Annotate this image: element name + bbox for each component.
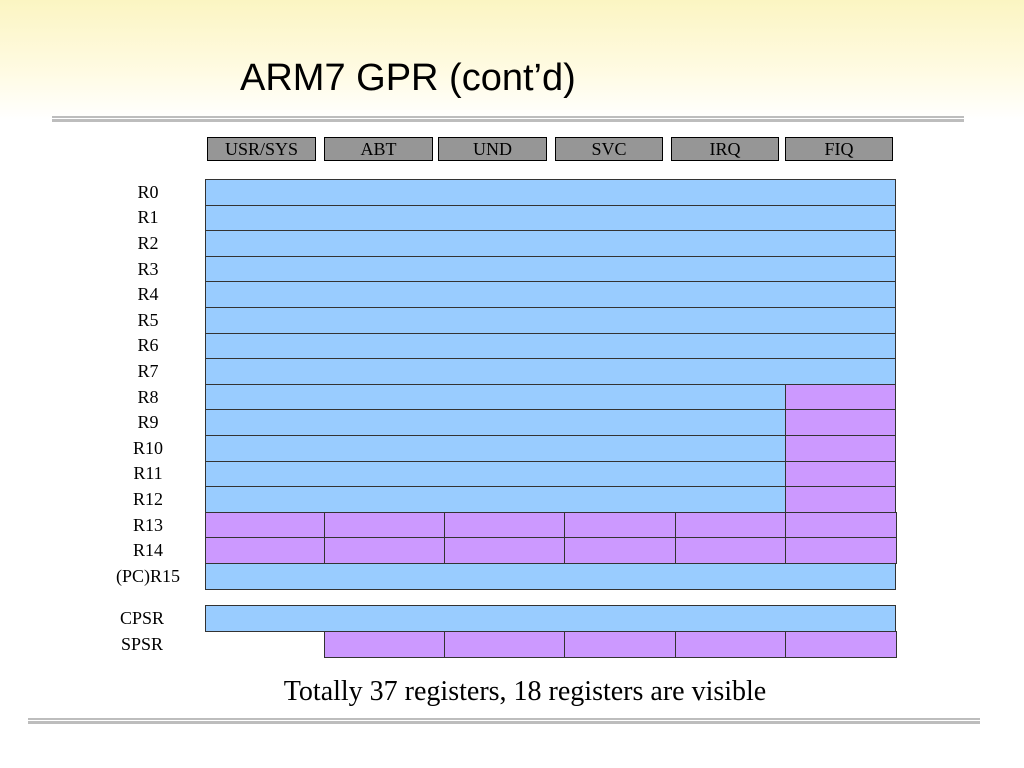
register-label: R7	[137, 361, 159, 381]
register-cell-shared	[205, 230, 896, 257]
register-cell-banked	[564, 537, 676, 564]
register-cell-banked	[444, 511, 565, 539]
register-cell-shared	[205, 307, 896, 334]
register-cell-shared	[205, 255, 896, 283]
mode-header-usr-sys: USR/SYS	[207, 137, 316, 161]
register-label: R6	[137, 335, 159, 356]
register-cell-shared	[205, 460, 786, 488]
register-cell-shared	[205, 179, 896, 206]
register-cell-banked-fiq	[785, 383, 896, 411]
register-label: R1	[137, 207, 159, 228]
register-label: R12	[132, 489, 163, 509]
mode-header-svc: SVC	[555, 137, 663, 161]
header-band	[0, 0, 1024, 120]
register-label: R5	[137, 309, 159, 330]
mode-header-irq: IRQ	[671, 137, 779, 161]
register-label: R4	[137, 284, 159, 305]
register-label: R11	[133, 463, 163, 484]
register-cell-shared	[205, 358, 896, 385]
register-cell-shared	[205, 204, 896, 232]
mode-header-und: UND	[438, 137, 547, 161]
register-cell-banked	[675, 537, 786, 564]
register-label: R13	[132, 514, 163, 535]
register-cell-banked	[324, 537, 445, 564]
mode-header-abt: ABT	[324, 137, 433, 161]
spsr-cell	[444, 631, 565, 658]
register-cell-banked-fiq	[785, 486, 896, 513]
cpsr-cell	[205, 605, 896, 632]
bottom-divider	[28, 718, 980, 724]
register-cell-banked-fiq	[785, 409, 896, 436]
register-cell-banked	[564, 511, 676, 539]
mode-header-fiq: FIQ	[785, 137, 893, 161]
caption: Totally 37 registers, 18 registers are v…	[283, 676, 767, 707]
top-divider	[52, 116, 964, 122]
register-cell-banked	[785, 537, 897, 564]
register-cell-banked	[675, 511, 786, 539]
register-cell-banked	[444, 537, 565, 564]
register-cell-banked	[205, 511, 325, 539]
spsr-cell	[675, 631, 786, 658]
register-label: R3	[137, 258, 159, 279]
register-cell-shared	[205, 563, 896, 590]
register-label: R2	[137, 233, 159, 253]
register-cell-banked-fiq	[785, 460, 896, 488]
register-label: R9	[137, 412, 159, 433]
register-cell-banked-fiq	[785, 435, 896, 462]
status-register-label: SPSR	[120, 634, 164, 654]
register-cell-shared	[205, 486, 786, 513]
register-label: R8	[137, 386, 159, 407]
register-cell-banked	[785, 511, 897, 539]
register-cell-shared	[205, 409, 786, 436]
register-label: R14	[132, 540, 163, 561]
slide-title: ARM7 GPR (cont’d)	[240, 57, 576, 99]
spsr-cell	[324, 631, 445, 658]
register-label: R10	[132, 437, 163, 458]
register-cell-shared	[205, 332, 896, 360]
status-register-label: CPSR	[119, 608, 165, 628]
spsr-cell	[564, 631, 676, 658]
register-label: R0	[137, 181, 159, 202]
register-cell-banked	[205, 537, 325, 564]
register-cell-shared	[205, 281, 896, 308]
register-label: (PC)R15	[115, 565, 180, 586]
spsr-cell	[785, 631, 897, 658]
register-cell-shared	[205, 383, 786, 411]
register-cell-banked	[324, 511, 445, 539]
register-cell-shared	[205, 435, 786, 462]
